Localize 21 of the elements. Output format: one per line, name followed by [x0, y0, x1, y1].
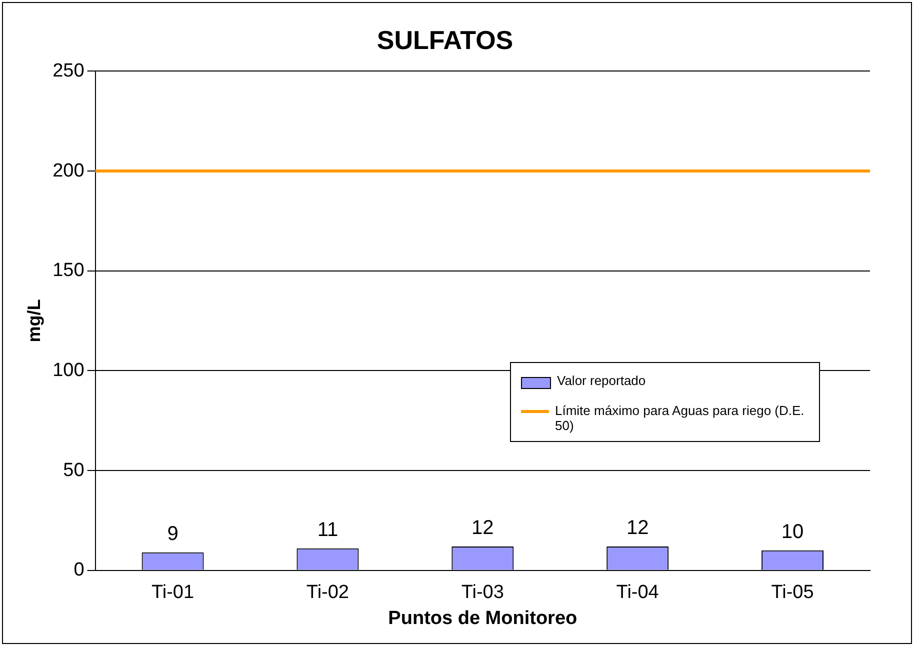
x-tick-label: Ti-01: [151, 582, 194, 604]
x-tick-label: Ti-03: [461, 582, 504, 604]
data-label: 12: [626, 516, 649, 539]
x-axis-title: Puntos de Monitoreo: [388, 608, 578, 629]
data-label: 9: [167, 522, 178, 545]
data-label: 10: [781, 520, 804, 543]
y-tick-label: 250: [52, 60, 84, 82]
y-tick-label: 0: [74, 560, 84, 581]
y-axis-title: mg/L: [24, 299, 44, 342]
legend-label: Límite máximo para Aguas para riego (D.E. 50): [555, 403, 806, 433]
x-tick-label: Ti-02: [306, 582, 350, 604]
chart-title: SULFATOS: [376, 24, 514, 55]
y-tick-label: 200: [52, 160, 84, 182]
y-tick-label: 50: [63, 460, 84, 481]
legend-label: Valor reportado: [557, 373, 646, 388]
data-label: 11: [317, 518, 338, 541]
x-tick-label: Ti-05: [771, 582, 814, 604]
data-label: 12: [472, 516, 494, 539]
x-tick-label: Ti-04: [616, 582, 660, 604]
y-tick-label: 150: [52, 260, 84, 282]
y-tick-label: 100: [52, 360, 84, 381]
